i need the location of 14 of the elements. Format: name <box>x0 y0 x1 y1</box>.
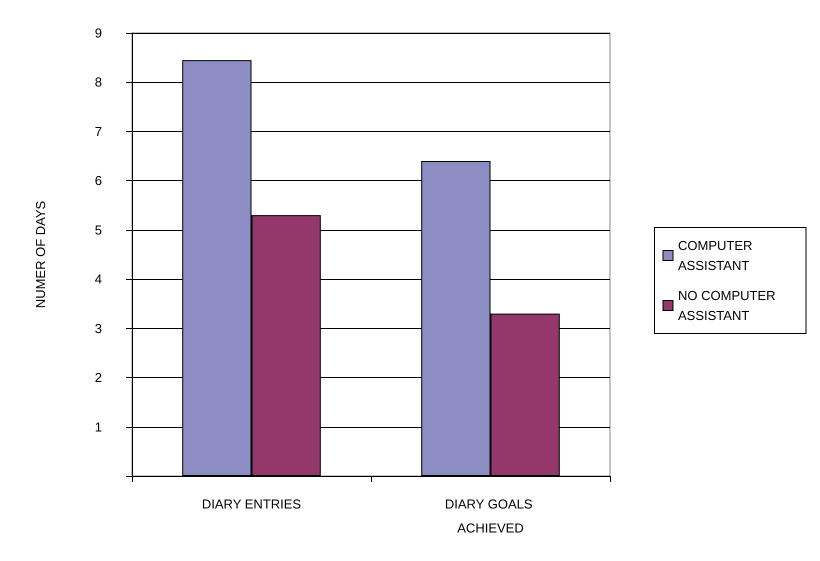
y-tick-label: 6 <box>94 173 102 188</box>
y-tick-label: 1 <box>94 419 102 434</box>
x-tick-label: DIARY ENTRIES <box>202 496 302 512</box>
y-tick-label: 4 <box>94 272 102 287</box>
y-tick-label: 9 <box>94 26 102 40</box>
y-axis-title: NUMER OF DAYS <box>33 200 48 308</box>
y-tick-label: 7 <box>94 124 102 139</box>
legend-label: NO COMPUTER ASSISTANT <box>678 288 780 323</box>
y-tick-label: 8 <box>94 74 102 90</box>
y-tick-label: 5 <box>94 222 102 238</box>
y-tick-label: 3 <box>94 320 102 336</box>
y-tick-label: 2 <box>94 370 102 386</box>
x-tick-label: DIARY GOALS ACHIEVED <box>444 496 536 536</box>
legend-label: COMPUTER ASSISTANT <box>678 238 756 273</box>
